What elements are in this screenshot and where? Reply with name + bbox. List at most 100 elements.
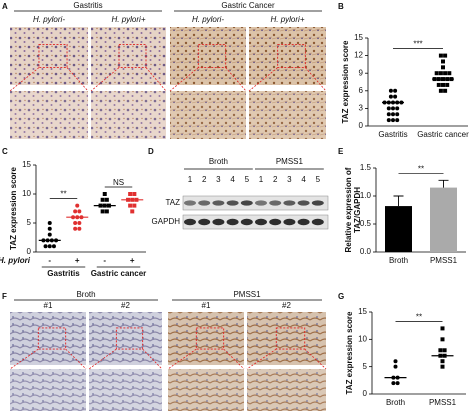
- data-point: [438, 71, 443, 76]
- data-point: [100, 209, 105, 214]
- zoom-line: [169, 67, 199, 92]
- error-bar: [438, 179, 449, 188]
- blot-band: [226, 200, 239, 206]
- data-point: [73, 226, 78, 231]
- zoom-line: [88, 348, 117, 370]
- group-label: PMSS1: [276, 157, 304, 166]
- zoom-line: [65, 348, 87, 370]
- data-point: [77, 209, 82, 214]
- lane-label: 4: [301, 175, 306, 184]
- data-point: [386, 112, 391, 117]
- micrograph-zoom: [89, 369, 162, 411]
- y-tick-label: 3: [359, 104, 364, 113]
- data-point: [441, 82, 445, 87]
- data-point: [395, 381, 400, 386]
- data-point: [447, 71, 452, 76]
- zoom-line: [246, 348, 277, 370]
- data-point: [445, 82, 450, 87]
- zoom-line: [304, 348, 327, 370]
- lane-label: 5: [316, 175, 321, 184]
- blot-label: TAZ: [165, 198, 180, 207]
- data-point: [73, 221, 78, 225]
- column-label: #1: [44, 301, 53, 310]
- data-point: [395, 106, 400, 111]
- micrograph: [91, 27, 166, 85]
- y-tick-label: 6: [359, 86, 364, 95]
- data-point: [391, 118, 395, 123]
- lane-label: 4: [230, 175, 235, 184]
- y-tick-label: 0: [363, 389, 368, 398]
- data-point: [440, 359, 445, 364]
- zoom-box: [277, 43, 306, 69]
- significance-label: **: [418, 164, 424, 173]
- significance-label: **: [60, 190, 66, 199]
- micrograph-zoom: [247, 369, 326, 411]
- blot-band: [212, 218, 225, 226]
- zoom-box: [197, 43, 227, 69]
- micrograph-zoom: [168, 369, 244, 411]
- zoom-line: [167, 348, 197, 370]
- lane-label: 2: [202, 175, 207, 184]
- data-point: [104, 209, 109, 214]
- data-point: [393, 364, 398, 369]
- micrograph: [168, 312, 244, 365]
- factor-label: H. pylori: [0, 256, 31, 265]
- blot-band: [297, 200, 310, 206]
- significance-label: NS: [113, 178, 124, 187]
- column-label: H. pylori-: [192, 15, 224, 24]
- y-tick-label: 15: [358, 307, 367, 316]
- blot-band: [297, 218, 310, 226]
- error-bar: [393, 195, 404, 207]
- micrograph: [247, 312, 326, 365]
- zoom-line: [248, 67, 278, 92]
- blot-band: [269, 218, 282, 226]
- data-point: [436, 82, 441, 87]
- data-point: [393, 359, 398, 364]
- y-tick-label: 0.5: [360, 219, 372, 228]
- group-label: Broth: [209, 157, 228, 166]
- data-point: [443, 71, 448, 76]
- x-tick-label: PMSS1: [430, 256, 458, 265]
- blot-band: [198, 200, 211, 206]
- data-point: [128, 192, 133, 196]
- blot-band: [184, 218, 196, 226]
- group-label: Gastric Cancer: [221, 1, 275, 10]
- data-point: [440, 337, 445, 342]
- data-point: [438, 53, 443, 58]
- y-tick-label: 0: [27, 247, 32, 256]
- x-tick-label: Gastritis: [378, 130, 407, 139]
- y-tick-label: 15: [22, 160, 31, 169]
- y-tick-label: 10: [22, 189, 31, 198]
- x-tick-label: -: [103, 256, 106, 265]
- column-label: H. pylori+: [270, 15, 304, 24]
- panel-letter: B: [338, 2, 344, 11]
- data-point: [388, 88, 393, 93]
- lane-label: 1: [188, 175, 193, 184]
- zoom-line: [90, 67, 120, 92]
- significance-label: **: [416, 313, 422, 322]
- y-tick-label: 10: [358, 334, 367, 343]
- panel-letter: E: [338, 147, 344, 156]
- lane-label: 3: [287, 175, 292, 184]
- y-tick-label: 1.0: [360, 191, 372, 200]
- column-label: #2: [121, 301, 130, 310]
- data-point: [47, 221, 52, 225]
- data-point: [391, 106, 395, 111]
- blot-band: [311, 218, 324, 226]
- data-point: [393, 94, 398, 99]
- panel-letter: A: [2, 2, 8, 11]
- data-point: [393, 88, 398, 93]
- y-tick-label: 5: [363, 362, 368, 371]
- data-point: [102, 192, 107, 196]
- y-tick-label: 0.0: [360, 247, 372, 256]
- blot-band: [255, 200, 267, 206]
- blot-band: [283, 200, 296, 206]
- micrograph: [89, 312, 162, 365]
- x-tick-label: -: [48, 256, 51, 265]
- micrograph-zoom: [10, 369, 86, 411]
- micrograph: [249, 27, 326, 85]
- y-tick-label: 9: [359, 68, 364, 77]
- zoom-box: [38, 43, 68, 69]
- data-point: [43, 244, 48, 249]
